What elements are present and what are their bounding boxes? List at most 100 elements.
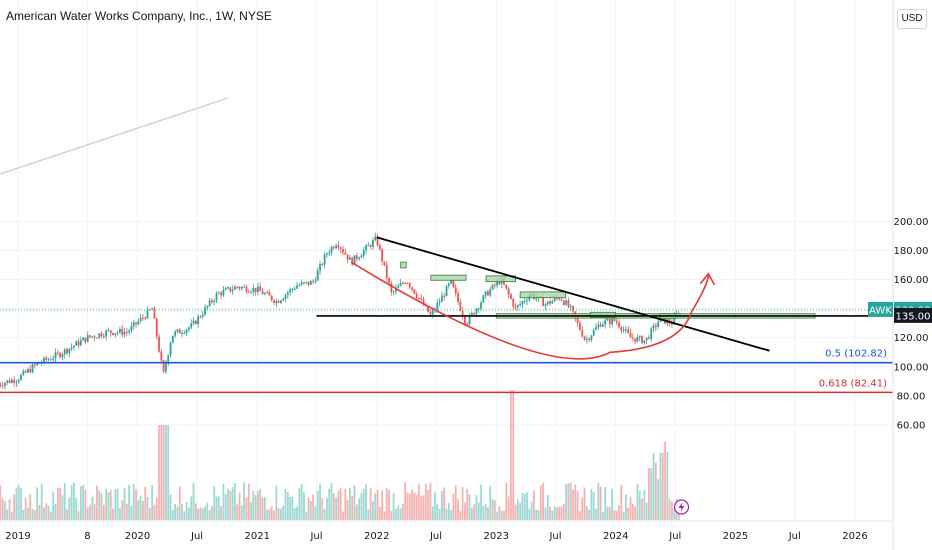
candle-body (461, 310, 464, 317)
volume-bar (300, 484, 303, 520)
candle-body (337, 245, 340, 248)
candle-body (316, 270, 319, 281)
volume-bar (298, 488, 301, 520)
volume-bar (10, 511, 13, 520)
volume-bar (165, 425, 167, 520)
volume-bar (362, 488, 365, 520)
volume-bar (648, 467, 650, 520)
volume-bar (475, 494, 478, 520)
volume-bar (326, 497, 328, 520)
candle-body (303, 282, 305, 284)
volume-bar (252, 490, 255, 520)
symbol-tag (868, 301, 893, 317)
volume-bar (551, 510, 554, 520)
candle-body (114, 333, 117, 335)
candle-body (36, 362, 39, 366)
price-tags: AWK139.08135.00 (673, 301, 932, 515)
volume-bar (323, 508, 326, 520)
volume-bar (27, 507, 29, 520)
candle-body (183, 332, 186, 334)
volume-bar (254, 495, 257, 520)
candle-body (282, 298, 285, 301)
support-price-tag (894, 307, 932, 323)
candle-body (125, 331, 128, 333)
volume-bar (661, 453, 664, 520)
volume-bar (305, 511, 308, 520)
candle-body (208, 300, 211, 307)
candle-body (252, 287, 255, 292)
candle-body (654, 325, 657, 327)
candle-body (342, 249, 344, 253)
volume-bar (418, 484, 420, 520)
volume-bar (378, 506, 381, 520)
currency-selector[interactable]: USD (897, 9, 927, 29)
volume-bar (572, 489, 574, 520)
volume-bar (346, 499, 349, 520)
candle-body (8, 380, 11, 383)
volume-bar (556, 507, 558, 520)
candle-body (68, 348, 71, 354)
candle-body (339, 247, 342, 250)
candle-body (648, 337, 650, 339)
volume-bar (174, 503, 177, 520)
candle-body (431, 310, 434, 315)
candle-body (192, 320, 195, 324)
volume-bar (75, 498, 78, 520)
volume-bar (45, 503, 48, 520)
candle-body (109, 330, 112, 333)
volume-bar (240, 505, 243, 520)
y-axis[interactable]: 60.0080.00100.00120.00140.00160.00180.00… (892, 0, 929, 550)
volume-bar (158, 425, 160, 520)
candle-body (268, 292, 271, 296)
volume-bar (245, 497, 248, 520)
candle-body (484, 291, 487, 296)
volume-bar (82, 484, 85, 520)
volume-bar (144, 487, 147, 520)
volume-bar (514, 504, 517, 520)
volume-bar (470, 507, 473, 520)
volume-bar (178, 486, 181, 520)
candle-body (296, 285, 298, 289)
x-axis[interactable]: 2019 8 2020 Jul 2021 Jul 2022 Jul 2023 Jul 2024 Jul… (0, 520, 893, 542)
candle-body (323, 254, 326, 265)
candle-body (489, 289, 492, 296)
volume-bar (153, 504, 156, 520)
candle-body (388, 277, 390, 284)
candle-body (137, 321, 140, 325)
candle-body (190, 323, 193, 328)
candle-body (450, 280, 453, 284)
candle-body (27, 368, 29, 373)
volume-bar (121, 500, 124, 520)
grid (0, 0, 893, 520)
volume-bar (436, 504, 439, 520)
volume-bar (602, 511, 604, 520)
candle-body (544, 304, 547, 307)
candle-body (542, 297, 545, 307)
dividend-event-icon[interactable] (673, 499, 690, 515)
candle-body (307, 281, 310, 285)
volume-bar (263, 496, 266, 520)
candle-body (231, 289, 234, 292)
volume-bar (6, 509, 9, 520)
volume-bar (4, 501, 6, 520)
volume-bar (293, 508, 296, 520)
candle-body (128, 330, 131, 333)
volume-bar (215, 496, 218, 520)
x-tick-label: Jul (309, 531, 322, 542)
volume-bar (68, 497, 71, 520)
candle-body (397, 286, 400, 288)
volume-bar (91, 496, 94, 520)
volume-bar (404, 482, 407, 520)
volume-bar (434, 492, 436, 520)
candle-body (585, 339, 588, 341)
volume-bar (70, 485, 73, 520)
volume-bar (100, 493, 103, 520)
volume-bar (553, 505, 556, 520)
candle-body (629, 332, 632, 338)
volume-bar (383, 511, 386, 520)
candle-body (466, 323, 469, 325)
candle-body (86, 335, 89, 342)
candle-body (275, 300, 278, 304)
candle-body (15, 381, 18, 383)
